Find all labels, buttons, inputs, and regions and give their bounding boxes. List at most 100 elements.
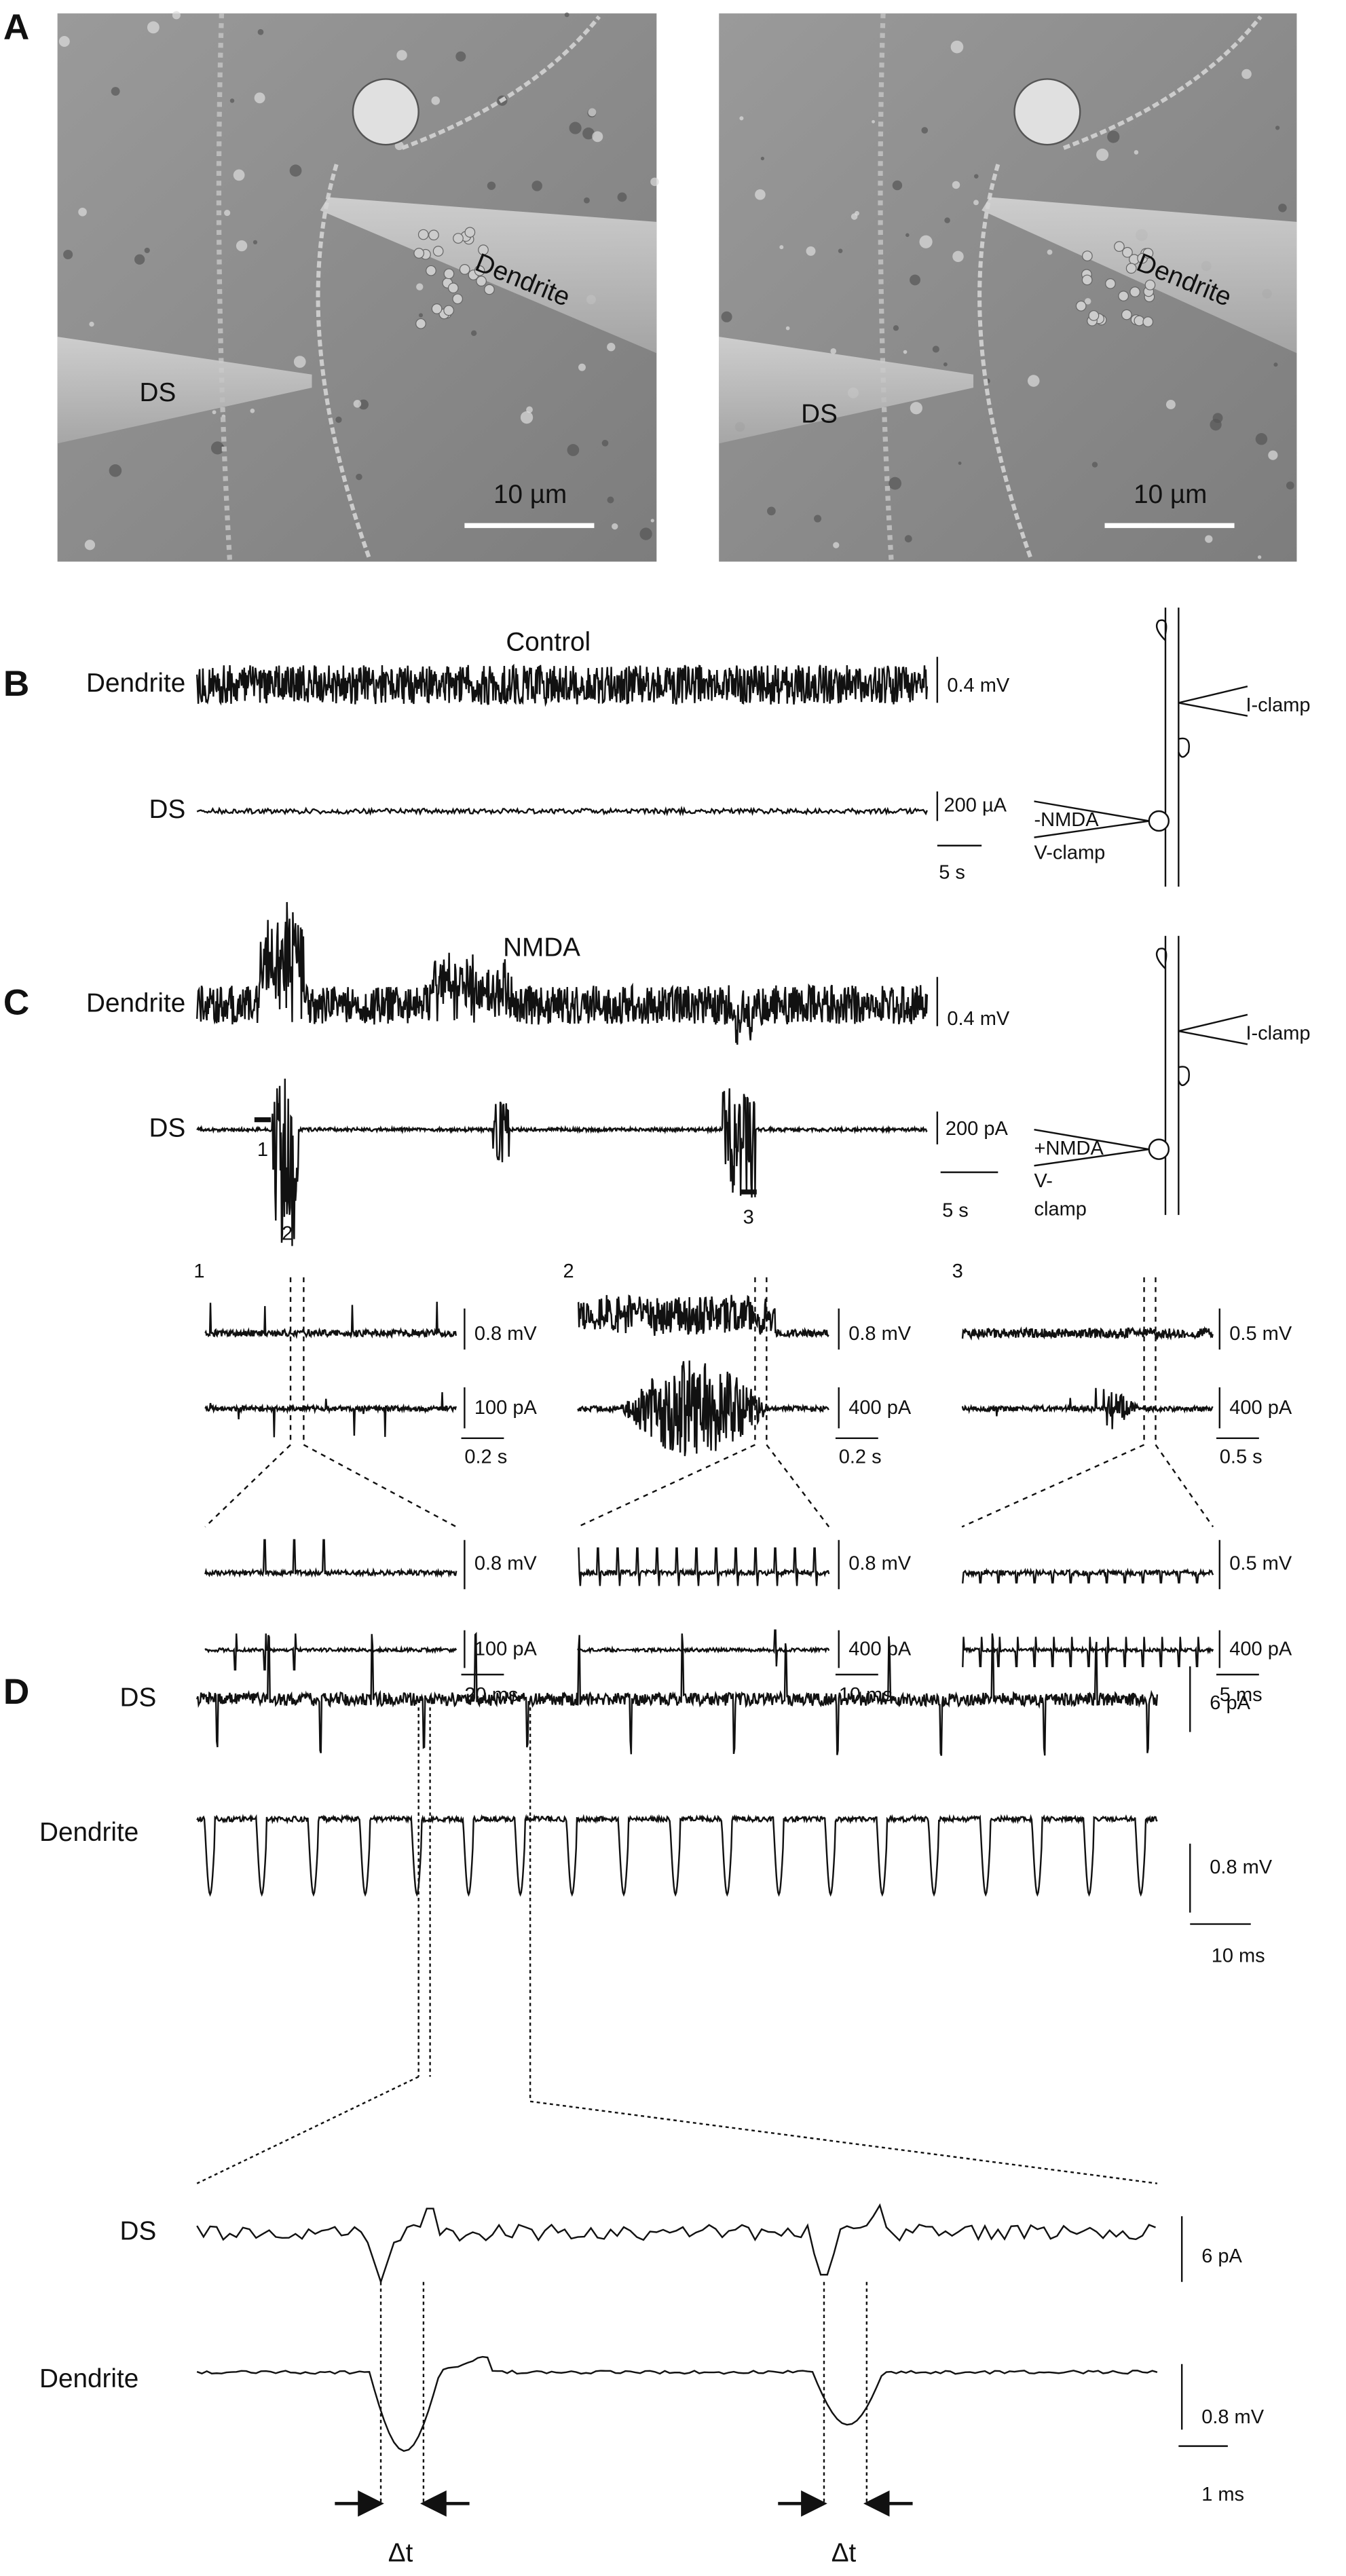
- trace: [961, 1387, 1214, 1430]
- trace: [962, 1637, 1214, 1668]
- cluster: [1081, 274, 1093, 286]
- cell-body: [352, 78, 419, 146]
- debris: [111, 87, 120, 96]
- label: 0.8 mV: [848, 1323, 912, 1345]
- debris: [889, 477, 902, 490]
- cluster: [1134, 315, 1145, 326]
- label: DS: [120, 1683, 157, 1713]
- debris: [531, 181, 542, 191]
- cluster: [459, 264, 470, 275]
- debris: [1084, 298, 1091, 305]
- zoom-guide: [1155, 1444, 1214, 1528]
- label: clamp: [1034, 1198, 1087, 1220]
- label: 100 pA: [474, 1397, 538, 1419]
- cluster: [1075, 300, 1087, 312]
- debris: [893, 325, 899, 331]
- cell-body: [1013, 78, 1081, 146]
- cluster: [1125, 263, 1137, 274]
- zoom-guide: [577, 1444, 755, 1528]
- debris: [63, 249, 73, 260]
- label: 0.2 s: [839, 1446, 882, 1468]
- debris: [582, 127, 595, 140]
- label: 5 s: [939, 862, 965, 884]
- label: Δt: [831, 2538, 857, 2567]
- line: [1178, 1013, 1248, 1032]
- label: NMDA: [503, 933, 580, 962]
- debris: [1210, 419, 1222, 431]
- cluster: [453, 233, 464, 244]
- debris: [838, 248, 843, 253]
- line: [1178, 686, 1248, 704]
- label: 10 µm: [493, 480, 567, 509]
- debris: [1134, 150, 1139, 155]
- debris: [1273, 362, 1278, 367]
- label: 1 ms: [1201, 2484, 1244, 2505]
- debris: [210, 441, 225, 455]
- debris: [236, 240, 248, 252]
- zoom-guide: [961, 1444, 1145, 1528]
- debris: [943, 362, 948, 367]
- debris: [289, 164, 302, 177]
- label: -NMDA: [1034, 809, 1100, 831]
- trace: [196, 1079, 928, 1246]
- debris: [578, 363, 586, 371]
- dendrite-pipette: [320, 197, 657, 354]
- label: 200 µA: [944, 794, 1007, 816]
- spine: [1155, 619, 1190, 758]
- debris: [1286, 481, 1294, 490]
- label: 1: [257, 1139, 268, 1161]
- label: A: [3, 7, 29, 48]
- label: DS: [149, 1113, 186, 1142]
- ds-pipette: [57, 337, 312, 444]
- cluster: [474, 265, 485, 276]
- line: [1034, 800, 1150, 822]
- dendrite: [316, 15, 601, 559]
- debris: [1205, 535, 1213, 543]
- label: 100 pA: [474, 1638, 538, 1660]
- debris: [353, 400, 362, 408]
- cluster: [1114, 241, 1125, 253]
- cluster: [417, 229, 429, 240]
- debris: [903, 350, 908, 354]
- debris: [250, 408, 255, 413]
- label: 5 s: [942, 1200, 969, 1222]
- debris: [1278, 204, 1287, 212]
- debris: [944, 217, 950, 223]
- debris: [520, 411, 534, 424]
- debris: [650, 177, 659, 187]
- debris: [919, 235, 933, 248]
- debris: [952, 181, 960, 189]
- cluster: [464, 227, 476, 238]
- debris: [1241, 69, 1252, 79]
- debris: [109, 464, 122, 477]
- debris: [1255, 433, 1268, 445]
- debris: [487, 181, 496, 190]
- zoom-guide: [204, 1444, 291, 1528]
- debris: [254, 92, 265, 104]
- label: 0.8 mV: [474, 1553, 538, 1575]
- debris: [1027, 375, 1040, 387]
- label: 0.4 mV: [947, 675, 1010, 696]
- debris: [607, 343, 616, 352]
- debris: [755, 189, 766, 200]
- debris: [1257, 555, 1262, 559]
- cluster: [1129, 286, 1140, 297]
- ds-pipette: [719, 337, 974, 444]
- debris: [89, 321, 94, 327]
- debris: [1275, 126, 1280, 130]
- cluster: [452, 293, 464, 305]
- cluster: [476, 276, 487, 287]
- debris: [356, 473, 362, 481]
- label: C: [3, 982, 29, 1022]
- spine: [1155, 948, 1190, 1087]
- trace: [577, 1629, 830, 1666]
- debris: [224, 210, 231, 217]
- label: I-clamp: [1246, 694, 1310, 716]
- soma: [1148, 1138, 1170, 1160]
- debris: [617, 192, 627, 202]
- label: Dendrite: [39, 1818, 138, 1847]
- label: 400 pA: [1229, 1638, 1292, 1660]
- dendrite-pipette: [982, 197, 1297, 354]
- line: [1034, 1128, 1150, 1151]
